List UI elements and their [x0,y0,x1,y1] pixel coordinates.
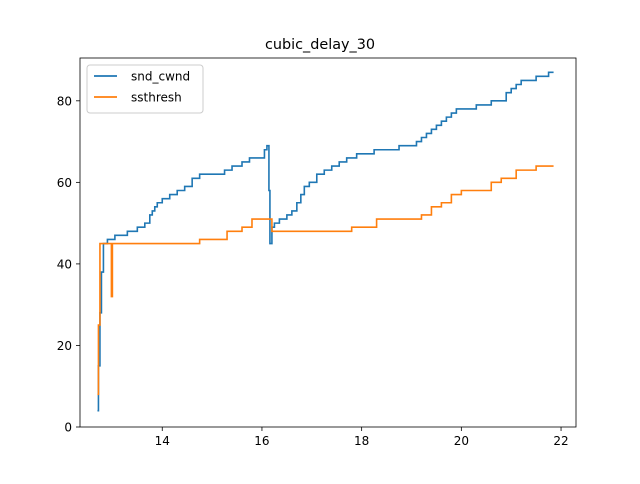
x-tick-label: 22 [553,434,568,448]
y-tick-label: 0 [64,421,72,435]
axes-frame [79,57,577,428]
ticks-layer: 14 16 18 20 22 0 20 40 60 80 [57,94,569,448]
legend: snd_cwnd ssthresh [86,64,204,114]
y-tick-label: 60 [57,176,72,190]
x-tick-label: 18 [354,434,369,448]
chart-title: cubic_delay_30 [265,37,375,53]
plot-layer [97,71,554,412]
series-line-snd-cwnd [97,71,554,412]
x-tick-label: 14 [155,434,170,448]
y-tick-label: 80 [57,94,72,108]
legend-label-snd-cwnd: snd_cwnd [131,70,190,84]
y-tick-label: 40 [57,257,72,271]
y-tick-label: 20 [57,339,72,353]
legend-box [86,64,204,114]
x-tick-label: 20 [454,434,469,448]
series-line-ssthresh [97,165,554,396]
x-tick-label: 16 [254,434,269,448]
legend-label-ssthresh: ssthresh [131,91,182,105]
